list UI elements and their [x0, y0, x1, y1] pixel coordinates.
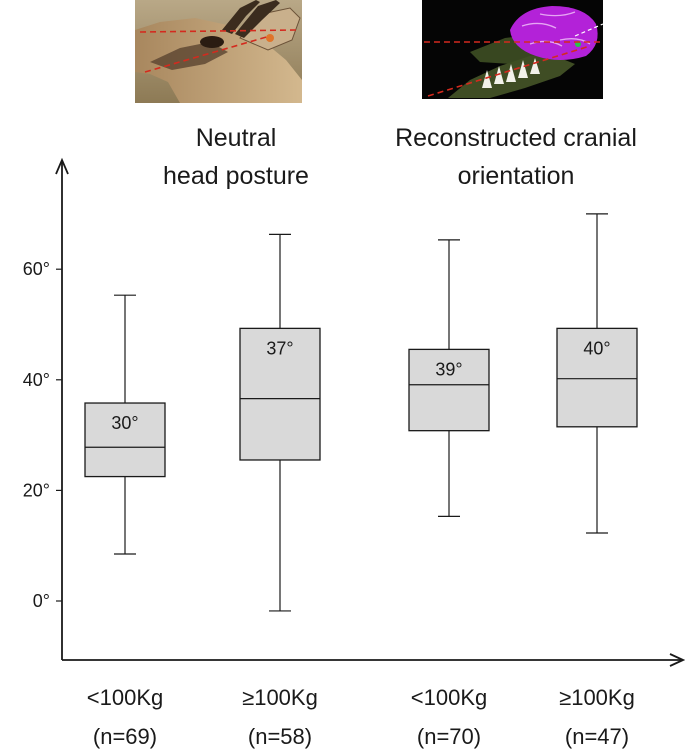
category-label: ≥100Kg: [559, 685, 635, 710]
skull-guide-line-lower: [427, 45, 591, 97]
category-label: <100Kg: [411, 685, 487, 710]
skull-reconstruction-render: [422, 0, 604, 99]
category-label: ≥100Kg: [242, 685, 318, 710]
box-4: 40°: [556, 213, 638, 534]
antelope-head-photo: [135, 0, 302, 103]
y-tick-label: 20°: [23, 480, 50, 500]
box-value-label: 40°: [583, 338, 610, 358]
y-tick-label: 60°: [23, 259, 50, 279]
sample-size-label: (n=69): [93, 724, 157, 749]
antelope-guide-line-upper: [139, 29, 297, 33]
interquartile-box: [239, 327, 321, 461]
interquartile-box: [556, 327, 638, 428]
box-series: 30° 37° 39° 40°: [84, 213, 638, 612]
box-1: 30°: [84, 294, 166, 555]
box-3: 39°: [408, 239, 490, 517]
group-title-reconstructed-line-1: Reconstructed cranial: [395, 124, 637, 152]
category-labels: <100Kg (n=69) ≥100Kg (n=58) <100Kg (n=70) ≥100…: [87, 685, 635, 749]
sample-size-label: (n=58): [248, 724, 312, 749]
group-title-neutral-line-1: Neutral: [196, 124, 277, 152]
y-tick-label: 40°: [23, 370, 50, 390]
sample-size-label: (n=47): [565, 724, 629, 749]
x-axis: [62, 653, 685, 667]
interquartile-box: [84, 402, 166, 478]
y-ticks: 0° 20° 40° 60°: [23, 259, 62, 611]
y-axis: [55, 157, 69, 660]
interquartile-box: [408, 348, 490, 432]
category-label: <100Kg: [87, 685, 163, 710]
antelope-guide-line-lower: [144, 35, 271, 73]
box-value-label: 30°: [111, 413, 138, 433]
box-2: 37°: [239, 233, 321, 612]
group-title-neutral-line-2: head posture: [163, 162, 309, 190]
group-title-reconstructed-line-2: orientation: [458, 162, 575, 190]
y-axis-arrowhead: [55, 157, 69, 175]
box-value-label: 39°: [435, 359, 462, 379]
sample-size-label: (n=70): [417, 724, 481, 749]
y-tick-label: 0°: [33, 591, 50, 611]
x-axis-arrowhead: [669, 653, 685, 667]
box-value-label: 37°: [266, 338, 293, 358]
